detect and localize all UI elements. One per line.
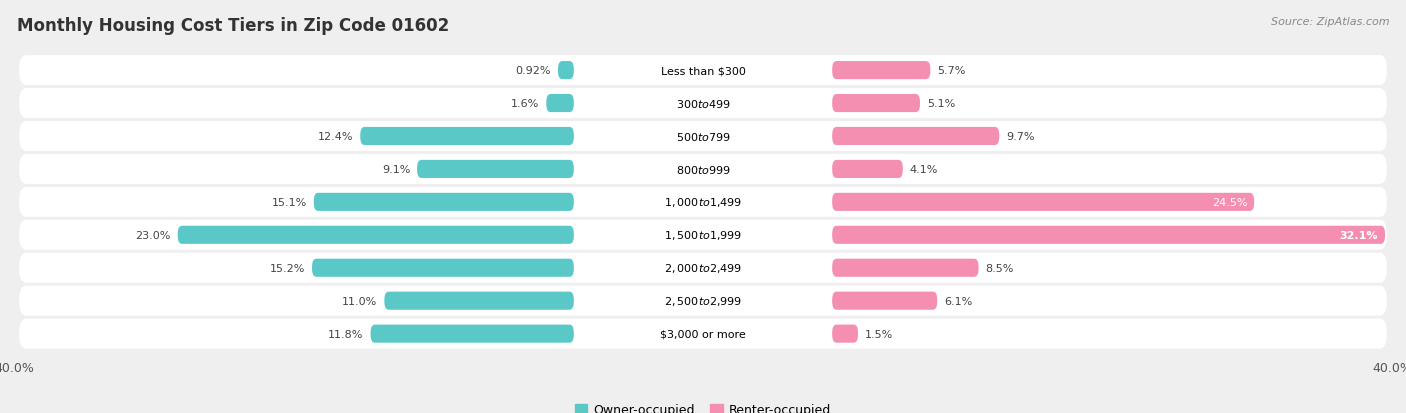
FancyBboxPatch shape — [832, 259, 979, 277]
Text: 15.2%: 15.2% — [270, 263, 305, 273]
FancyBboxPatch shape — [418, 161, 574, 178]
FancyBboxPatch shape — [832, 128, 1000, 146]
FancyBboxPatch shape — [177, 226, 574, 244]
FancyBboxPatch shape — [20, 89, 1386, 119]
Text: 32.1%: 32.1% — [1340, 230, 1378, 240]
FancyBboxPatch shape — [558, 62, 574, 80]
Text: 23.0%: 23.0% — [135, 230, 170, 240]
Text: $500 to $799: $500 to $799 — [675, 131, 731, 142]
Text: 12.4%: 12.4% — [318, 132, 353, 142]
Text: $300 to $499: $300 to $499 — [675, 98, 731, 110]
Text: 1.6%: 1.6% — [512, 99, 540, 109]
FancyBboxPatch shape — [360, 128, 574, 146]
Text: $2,000 to $2,499: $2,000 to $2,499 — [664, 261, 742, 275]
FancyBboxPatch shape — [20, 154, 1386, 185]
FancyBboxPatch shape — [384, 292, 574, 310]
FancyBboxPatch shape — [371, 325, 574, 343]
FancyBboxPatch shape — [832, 161, 903, 178]
FancyBboxPatch shape — [20, 122, 1386, 152]
Text: 5.1%: 5.1% — [927, 99, 955, 109]
Text: Less than $300: Less than $300 — [661, 66, 745, 76]
Text: 0.92%: 0.92% — [516, 66, 551, 76]
Text: $800 to $999: $800 to $999 — [675, 164, 731, 176]
Text: $2,500 to $2,999: $2,500 to $2,999 — [664, 294, 742, 307]
Text: 5.7%: 5.7% — [938, 66, 966, 76]
FancyBboxPatch shape — [20, 286, 1386, 316]
FancyBboxPatch shape — [20, 253, 1386, 283]
FancyBboxPatch shape — [20, 319, 1386, 349]
FancyBboxPatch shape — [314, 193, 574, 211]
FancyBboxPatch shape — [832, 226, 1385, 244]
Text: $1,500 to $1,999: $1,500 to $1,999 — [664, 229, 742, 242]
FancyBboxPatch shape — [832, 95, 920, 113]
Text: 1.5%: 1.5% — [865, 329, 893, 339]
Text: $1,000 to $1,499: $1,000 to $1,499 — [664, 196, 742, 209]
FancyBboxPatch shape — [312, 259, 574, 277]
Text: 9.7%: 9.7% — [1007, 132, 1035, 142]
Text: 4.1%: 4.1% — [910, 164, 938, 175]
FancyBboxPatch shape — [832, 292, 938, 310]
Text: 6.1%: 6.1% — [945, 296, 973, 306]
Text: Monthly Housing Cost Tiers in Zip Code 01602: Monthly Housing Cost Tiers in Zip Code 0… — [17, 17, 449, 34]
Text: Source: ZipAtlas.com: Source: ZipAtlas.com — [1271, 17, 1389, 26]
FancyBboxPatch shape — [547, 95, 574, 113]
Text: $3,000 or more: $3,000 or more — [661, 329, 745, 339]
FancyBboxPatch shape — [20, 56, 1386, 86]
Legend: Owner-occupied, Renter-occupied: Owner-occupied, Renter-occupied — [575, 403, 831, 413]
FancyBboxPatch shape — [20, 220, 1386, 250]
FancyBboxPatch shape — [20, 188, 1386, 217]
Text: 9.1%: 9.1% — [382, 164, 411, 175]
Text: 8.5%: 8.5% — [986, 263, 1014, 273]
Text: 11.8%: 11.8% — [329, 329, 364, 339]
Text: 24.5%: 24.5% — [1212, 197, 1247, 207]
FancyBboxPatch shape — [832, 62, 931, 80]
FancyBboxPatch shape — [832, 325, 858, 343]
Text: 15.1%: 15.1% — [271, 197, 307, 207]
Text: 11.0%: 11.0% — [342, 296, 377, 306]
FancyBboxPatch shape — [832, 193, 1254, 211]
